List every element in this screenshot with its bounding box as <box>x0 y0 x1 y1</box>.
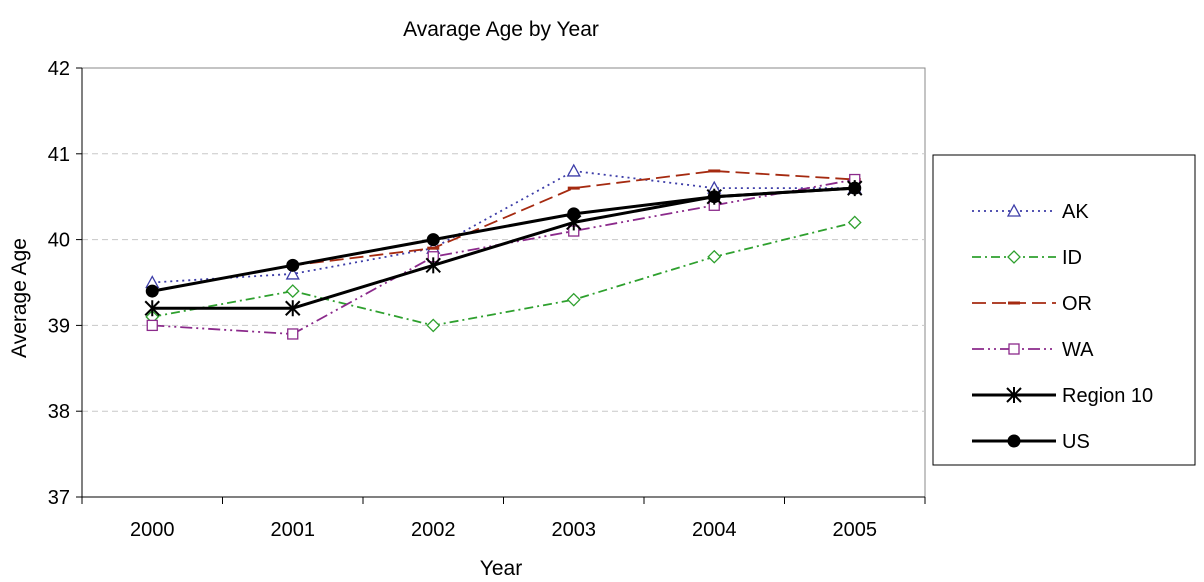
series-line <box>152 186 855 293</box>
data-point <box>425 257 441 274</box>
plot-frame <box>81 67 926 498</box>
legend: AK ID OR WA Region 10 US <box>932 154 1196 466</box>
x-tick-label: 2004 <box>692 519 737 541</box>
data-point <box>285 266 300 280</box>
plot-area: 37 38 39 40 41 42 2000 2001 2002 2003 2004 2005 <box>48 58 926 541</box>
data-point <box>566 163 581 177</box>
legend-label: Region 10 <box>1062 385 1153 407</box>
data-point <box>146 319 158 332</box>
data-point <box>707 249 722 264</box>
x-axis-label: Year <box>480 557 522 580</box>
legend-label: OR <box>1062 293 1092 315</box>
data-point <box>144 300 160 317</box>
data-point <box>286 258 300 272</box>
y-tick-label: 39 <box>48 315 70 337</box>
series-line <box>152 178 855 335</box>
legend-label: US <box>1062 431 1090 453</box>
data-point <box>145 284 159 298</box>
series-line <box>152 221 856 327</box>
legend-label: WA <box>1062 339 1094 361</box>
legend-box <box>932 154 1196 466</box>
data-point <box>847 215 862 230</box>
chart-title: Avarage Age by Year <box>403 18 599 41</box>
data-point <box>1007 434 1021 448</box>
x-tick-label: 2003 <box>552 519 597 541</box>
data-point <box>567 207 581 221</box>
data-point <box>1006 203 1022 217</box>
data-point <box>285 300 301 317</box>
data-point <box>426 318 441 333</box>
y-tick-label: 41 <box>48 144 70 166</box>
legend-label: AK <box>1062 201 1089 223</box>
legend-label: ID <box>1062 247 1082 269</box>
x-tick-label: 2005 <box>833 519 878 541</box>
y-axis-label: Average Age <box>8 238 31 358</box>
series-line <box>152 170 855 292</box>
y-tick-label: 40 <box>48 230 70 252</box>
data-point <box>1007 250 1021 264</box>
data-point <box>848 181 862 195</box>
data-point <box>285 284 300 298</box>
data-point <box>287 328 299 340</box>
x-tick-label: 2001 <box>271 519 316 541</box>
y-tick-label: 42 <box>48 58 70 80</box>
data-point <box>707 190 721 204</box>
y-tick-label: 37 <box>48 487 70 509</box>
data-point <box>1006 387 1022 403</box>
data-point <box>426 233 440 247</box>
data-point <box>1008 343 1020 355</box>
y-tick-label: 38 <box>48 401 70 423</box>
x-tick-label: 2000 <box>130 519 175 541</box>
x-tick-label: 2002 <box>411 519 456 541</box>
data-point <box>566 292 581 307</box>
